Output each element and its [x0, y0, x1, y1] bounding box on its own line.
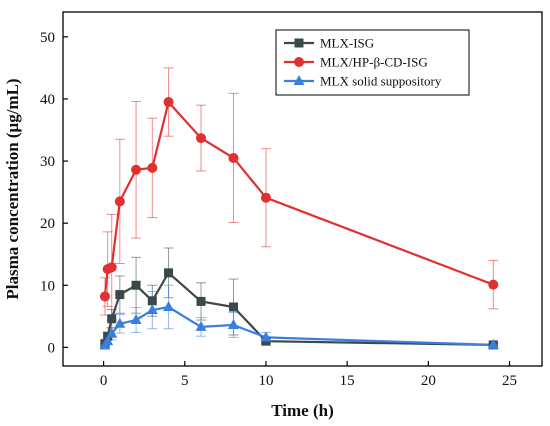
axes	[62, 11, 543, 367]
data-point-circle	[99, 291, 110, 302]
data-markers	[99, 97, 499, 350]
data-point-triangle	[130, 314, 142, 325]
data-point-triangle	[487, 338, 499, 349]
data-point-circle	[488, 279, 499, 290]
axis-ticks: 0 5 10 15 20 25 0 10 20 30 40 50	[40, 30, 517, 389]
legend: MLX-ISG MLX/HP-β-CD-ISG MLX solid supposit…	[275, 29, 470, 96]
data-point-square	[147, 296, 157, 306]
data-point-square	[196, 296, 206, 306]
data-point-circle	[196, 133, 207, 144]
y-tick-label: 10	[40, 278, 55, 294]
legend-marker-circle	[294, 57, 304, 67]
plot-area-frame	[62, 11, 543, 367]
data-point-triangle	[102, 335, 114, 346]
data-point-square	[115, 290, 125, 300]
y-tick-label: 40	[40, 92, 55, 108]
data-point-circle	[114, 196, 125, 207]
data-point-circle	[228, 152, 239, 163]
error-bars	[99, 67, 499, 348]
data-point-square	[164, 268, 174, 278]
series-line-triangle	[103, 305, 494, 347]
legend-entries: MLX-ISG MLX/HP-β-CD-ISG MLX solid supposit…	[284, 36, 442, 89]
data-point-circle	[163, 97, 174, 108]
legend-marker-triangle	[293, 75, 305, 85]
y-tick-label: 30	[40, 154, 55, 170]
data-point-circle	[260, 192, 271, 203]
legend-label: MLX solid suppository	[320, 74, 442, 89]
x-tick-label: 10	[258, 373, 273, 389]
data-point-circle	[131, 164, 142, 175]
data-point-triangle	[163, 301, 175, 311]
data-point-square	[228, 302, 238, 312]
data-point-square	[131, 280, 141, 290]
series-line-circle	[103, 100, 494, 297]
legend-label: MLX/HP-β-CD-ISG	[320, 55, 428, 70]
data-point-triangle	[227, 319, 239, 330]
legend-marker-square	[294, 38, 304, 48]
y-tick-label: 0	[48, 340, 56, 356]
data-point-triangle	[106, 327, 118, 338]
data-point-triangle	[260, 331, 272, 342]
data-point-circle	[106, 262, 117, 273]
x-tick-label: 15	[340, 373, 355, 389]
x-tick-label: 5	[181, 373, 189, 389]
x-tick-label: 0	[100, 373, 108, 389]
x-axis-title: Time (h)	[271, 401, 334, 420]
series-lines	[103, 100, 494, 347]
legend-label: MLX-ISG	[320, 36, 374, 51]
data-point-triangle	[146, 304, 158, 315]
x-tick-label: 25	[502, 373, 517, 389]
data-point-circle	[147, 162, 158, 173]
y-tick-label: 50	[40, 30, 55, 46]
data-point-triangle	[114, 317, 126, 328]
x-tick-label: 20	[421, 373, 436, 389]
y-axis-title: Plasma concentration (μg/mL)	[3, 78, 22, 299]
y-tick-label: 20	[40, 216, 55, 232]
data-point-triangle	[195, 320, 207, 331]
data-point-square	[107, 314, 117, 324]
